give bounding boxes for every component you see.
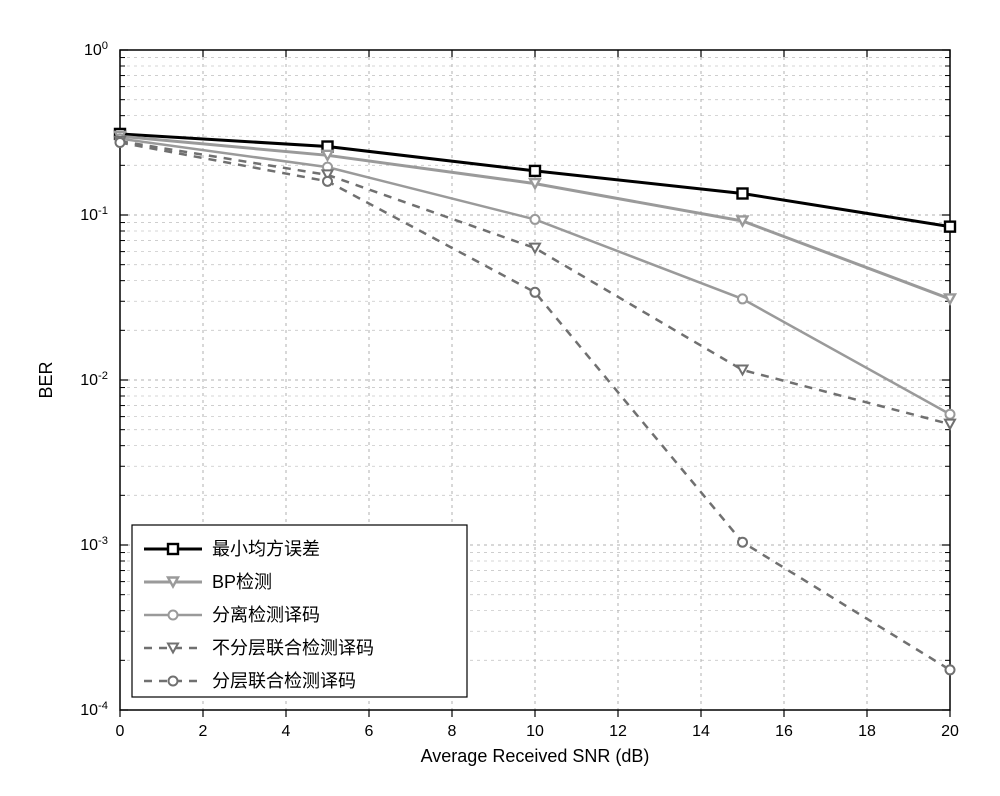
x-axis-label: Average Received SNR (dB) <box>421 746 650 766</box>
xtick-label: 4 <box>282 723 291 740</box>
xtick-label: 0 <box>116 723 125 740</box>
legend-label: 分层联合检测译码 <box>212 671 356 691</box>
xtick-label: 12 <box>609 723 627 740</box>
legend-label: 不分层联合检测译码 <box>212 638 374 658</box>
xtick-label: 14 <box>692 723 710 740</box>
legend: 最小均方误差 BP检测分离检测译码不分层联合检测译码分层联合检测译码 <box>132 525 467 697</box>
legend-label: 最小均方误差 <box>212 539 320 559</box>
xtick-label: 10 <box>526 723 544 740</box>
xtick-label: 2 <box>199 723 208 740</box>
xtick-label: 18 <box>858 723 876 740</box>
xtick-label: 16 <box>775 723 793 740</box>
y-axis-label: BER <box>36 361 56 398</box>
xtick-label: 8 <box>448 723 457 740</box>
legend-label: 分离检测译码 <box>212 605 320 625</box>
xtick-label: 6 <box>365 723 374 740</box>
ber-chart: 0246810121416182010-410-310-210-1100Aver… <box>20 20 980 776</box>
xtick-label: 20 <box>941 723 959 740</box>
legend-label: BP检测 <box>212 572 272 592</box>
chart-svg: 0246810121416182010-410-310-210-1100Aver… <box>20 20 980 776</box>
